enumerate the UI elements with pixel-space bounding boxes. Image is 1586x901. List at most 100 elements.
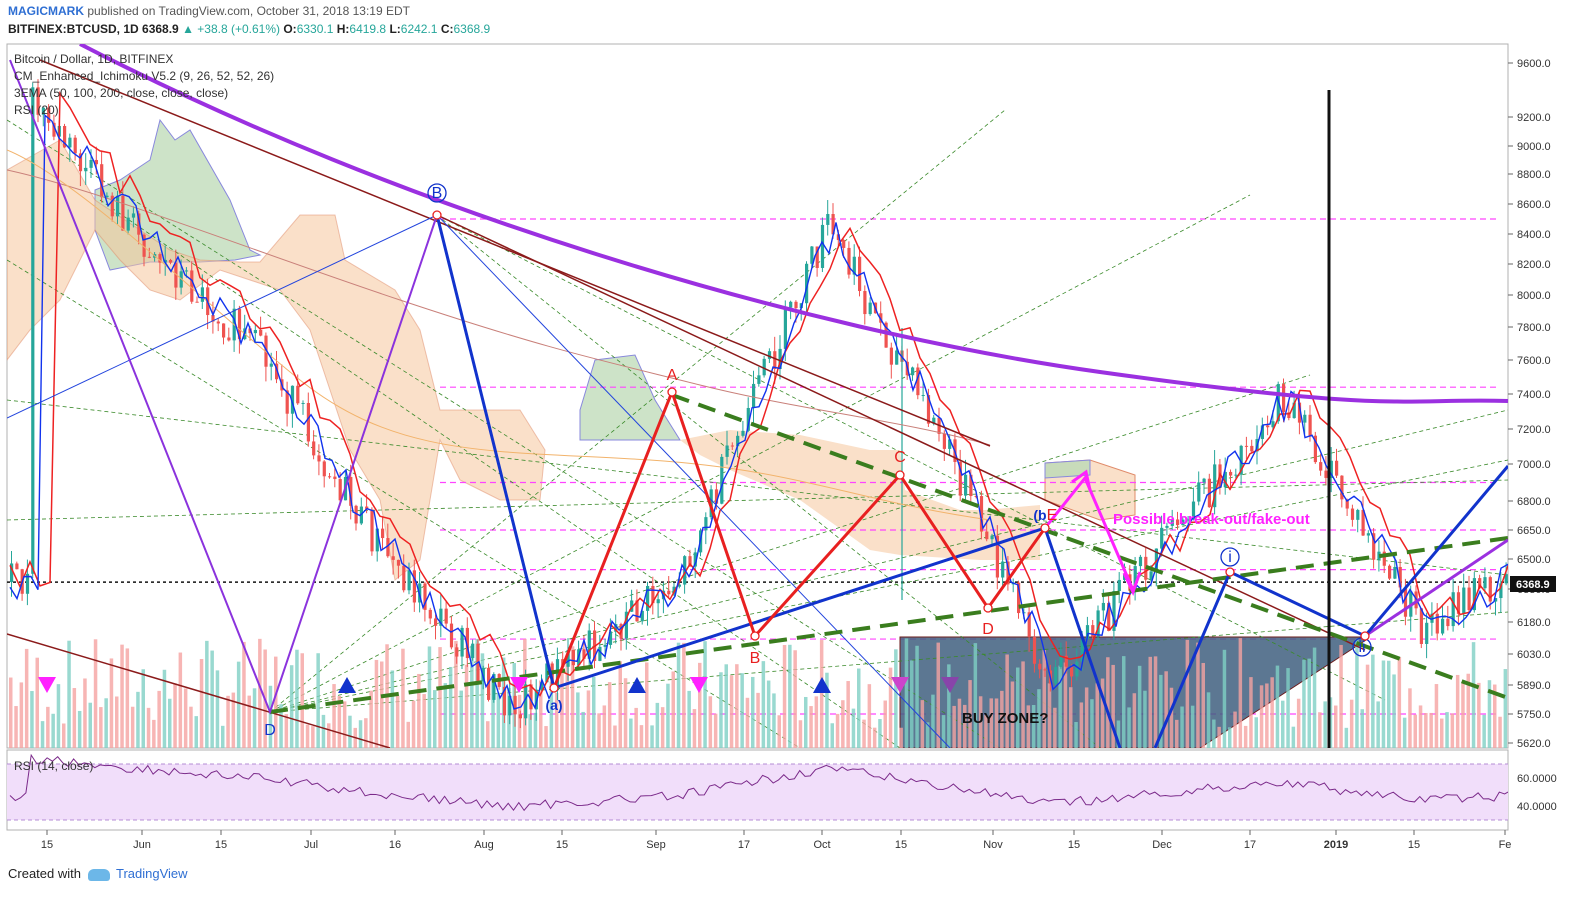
candle-body	[1260, 425, 1264, 439]
x-tick-label: Dec	[1152, 839, 1172, 851]
candle-body	[322, 461, 326, 477]
wave-label: C	[894, 449, 906, 466]
volume-bar	[1175, 719, 1179, 748]
volume-bar	[369, 690, 373, 748]
publish-text: published on TradingView.com, October 31…	[87, 4, 410, 18]
open-label: O:	[283, 22, 297, 36]
volume-bar	[947, 664, 951, 748]
x-tick-label: 15	[556, 839, 568, 851]
candle-body	[455, 647, 459, 657]
volume-bar	[1084, 687, 1089, 748]
volume-bar	[1498, 716, 1502, 748]
volume-bar	[1530, 663, 1534, 748]
candle-body	[1335, 460, 1339, 476]
volume-bar	[295, 649, 299, 748]
volume-bar	[1402, 717, 1407, 748]
candle-body	[1138, 556, 1143, 567]
candle-body	[31, 87, 35, 574]
candle-body	[227, 337, 231, 341]
candle-body	[147, 256, 151, 258]
candle-body	[94, 159, 98, 165]
volume-bar	[1376, 701, 1380, 748]
tradingview-link[interactable]: TradingView	[88, 866, 188, 881]
candle-body	[1303, 414, 1307, 423]
volume-bar	[1291, 726, 1296, 748]
x-tick-label: Jun	[133, 839, 151, 851]
sell-signal-triangle	[891, 677, 909, 693]
candle-body	[237, 308, 242, 340]
pivot-dot	[1040, 523, 1050, 533]
author-link[interactable]: MAGICMARK	[8, 4, 84, 18]
x-tick-label: Sep	[646, 839, 666, 851]
volume-bar	[226, 695, 230, 748]
candle-body	[1297, 402, 1302, 423]
candle-body	[1176, 519, 1180, 526]
candle-body	[752, 383, 756, 408]
volume-bar	[470, 645, 474, 748]
volume-bar	[1413, 714, 1417, 748]
volume-bar	[1095, 683, 1099, 748]
candle-body	[1563, 521, 1566, 529]
candle-body	[1239, 445, 1243, 475]
volume-bar	[1116, 720, 1121, 748]
ichimoku-cloud-green-3	[1044, 459, 1091, 479]
candle-body	[1250, 445, 1254, 452]
candle-body	[1112, 591, 1116, 631]
volume-bar	[162, 669, 167, 748]
candle-body	[10, 563, 14, 583]
volume-bar	[687, 690, 691, 748]
buy-signal-triangle	[813, 677, 831, 693]
volume-bar	[835, 713, 840, 748]
candle-body	[1266, 425, 1270, 428]
candle-body	[1467, 587, 1471, 611]
volume-bar	[1069, 687, 1073, 748]
candle-body	[502, 686, 507, 716]
open-value: 6330.1	[296, 22, 334, 36]
candle-body	[402, 565, 406, 591]
candle-body	[603, 644, 607, 647]
high-value: 6419.8	[349, 22, 387, 36]
volume-bar	[433, 690, 437, 748]
candle-body	[789, 301, 793, 308]
candle-body	[1282, 384, 1286, 413]
volume-bar	[1418, 705, 1423, 748]
volume-bar	[1106, 657, 1110, 748]
volume-bar	[984, 715, 988, 748]
candle-body	[1001, 561, 1005, 578]
candle-body	[852, 256, 856, 275]
candle-body	[1340, 475, 1344, 500]
tenkan-line	[9, 113, 1508, 710]
main-pane[interactable]	[6, 43, 1509, 749]
volume-bar	[517, 694, 522, 748]
wave-label: (a)	[545, 697, 562, 713]
candle-body	[126, 217, 130, 231]
candle-body	[688, 556, 692, 567]
candle-body	[1133, 566, 1137, 591]
volume-bar	[1159, 674, 1163, 748]
volume-bar	[660, 707, 665, 748]
candle-body	[1319, 462, 1323, 471]
candle-body	[1117, 579, 1121, 592]
volume-bar	[941, 715, 946, 748]
candle-body	[1197, 482, 1201, 502]
volume-bar	[56, 684, 61, 748]
candle-body	[667, 590, 671, 595]
candle-body	[1091, 625, 1095, 637]
volume-bar	[199, 659, 204, 748]
volume-bar	[1217, 726, 1221, 748]
candle-body	[465, 627, 469, 659]
candle-body	[1107, 602, 1111, 631]
volume-bar	[51, 713, 55, 748]
x-tick-label: 15	[1408, 839, 1420, 851]
volume-bar	[67, 640, 71, 748]
candle-body	[1446, 618, 1450, 627]
volume-bar	[152, 719, 156, 748]
candle-body	[1070, 666, 1074, 677]
y-tick-label: 9200.0	[1517, 112, 1551, 124]
x-tick-label: 2019	[1324, 839, 1348, 851]
candle-body	[1350, 508, 1355, 520]
candle-body	[47, 107, 51, 123]
wave-label: D	[982, 621, 994, 638]
rsi-line	[9, 753, 1508, 812]
